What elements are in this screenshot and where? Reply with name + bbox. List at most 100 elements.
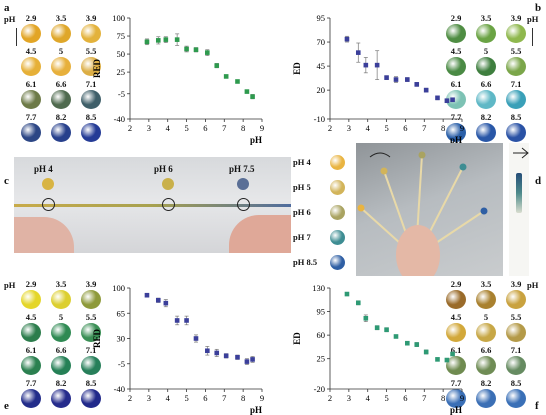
swatch-value: 7.7	[25, 112, 37, 122]
data-point	[244, 89, 250, 94]
swatch-color-dot	[506, 123, 526, 142]
swatch-f: 2.9	[446, 279, 466, 312]
y-tick-label: 50	[117, 49, 126, 59]
swatch-color-dot	[51, 356, 71, 375]
data-point	[163, 37, 169, 42]
x-tick-label: 7	[222, 393, 226, 403]
swatch-a: 6.6	[51, 79, 71, 112]
x-tick-label: 4	[366, 123, 371, 133]
swatch-e: 6.6	[51, 345, 71, 378]
data-point	[223, 353, 229, 359]
x-tick-label: 7	[422, 123, 426, 133]
swatch-color-dot	[51, 123, 71, 142]
swatch-color-dot	[51, 389, 71, 408]
x-tick-label: 5	[184, 393, 188, 403]
swatch-a: 8.5	[81, 112, 101, 145]
swatch-color-dot	[506, 323, 526, 342]
swatch-b: 7.7	[446, 112, 466, 145]
swatch-value: 5.5	[85, 312, 97, 322]
swatch-f: 4.5	[446, 312, 466, 345]
swatch-value: 3.9	[85, 13, 97, 23]
swatch-color-dot	[21, 57, 41, 76]
data-point	[405, 340, 410, 346]
swatch-value: 4.5	[25, 312, 37, 322]
y-tick-label: -10	[314, 114, 325, 124]
swatch-value: 6.1	[450, 345, 462, 355]
swatch-value: 7.7	[25, 378, 37, 388]
photo-d-legend-dot	[330, 205, 345, 220]
swatch-value: 8.2	[55, 378, 67, 388]
swatch-value: 6.6	[480, 79, 492, 89]
swatch-value: 7.1	[510, 345, 522, 355]
swatch-f: 8.5	[506, 378, 526, 411]
y-tick-label: 65	[117, 308, 126, 318]
data-point	[144, 39, 150, 45]
finger-right	[229, 215, 291, 253]
x-tick-label: 8	[241, 393, 245, 403]
swatch-value: 4.5	[25, 46, 37, 56]
data-point	[423, 349, 429, 355]
swatch-e: 2.9	[21, 279, 41, 312]
ph-arrow-a	[16, 28, 17, 46]
photo-d-legend-label: pH 8.5	[293, 257, 318, 267]
swatch-value: 3.5	[480, 279, 492, 289]
data-point	[444, 357, 450, 363]
swatch-color-dot	[476, 90, 496, 109]
swatch-color-dot	[51, 290, 71, 309]
swatch-value: 8.2	[55, 112, 67, 122]
swatch-color-dot	[81, 389, 101, 408]
data-point	[384, 75, 389, 80]
arrow-icon	[513, 147, 529, 159]
swatch-value: 6.1	[25, 79, 37, 89]
swatch-value: 8.5	[85, 112, 97, 122]
x-tick-label: 2	[128, 393, 132, 403]
data-point	[435, 95, 440, 101]
y-tick-label: 100	[112, 283, 125, 293]
data-point	[355, 50, 361, 55]
photo-d-legend-dot	[330, 230, 345, 245]
data-point	[223, 74, 229, 79]
swatch-ph-label-f: pH	[527, 280, 539, 290]
swatch-value: 4.5	[450, 312, 462, 322]
swatch-value: 5.5	[85, 46, 97, 56]
swatch-color-dot	[506, 389, 526, 408]
strip-line	[14, 204, 291, 207]
chart-e: 100 65 30 -5 -402 3 4 5 6 7 8 9 pH RED	[92, 283, 264, 415]
swatch-color-dot	[506, 57, 526, 76]
ph-arrow-b	[532, 28, 533, 46]
panel-label-d: d	[535, 175, 542, 187]
swatch-color-dot	[81, 290, 101, 309]
photo-fan-d	[356, 143, 503, 276]
x-tick-label: 4	[366, 393, 371, 403]
data-point	[205, 50, 210, 55]
photo-c-ring	[237, 198, 250, 211]
photo-c-ring	[42, 198, 55, 211]
data-point	[214, 350, 220, 356]
swatch-color-dot	[21, 123, 41, 142]
swatch-e: 8.5	[81, 378, 101, 411]
x-tick-label: 6	[403, 123, 407, 133]
swatch-b: 3.9	[506, 13, 526, 46]
swatch-ph-label-b: pH	[527, 14, 539, 24]
swatch-value: 8.2	[480, 378, 492, 388]
swatch-color-dot	[51, 57, 71, 76]
swatch-b: 8.5	[506, 112, 526, 145]
panel-label-c: c	[4, 175, 9, 187]
swatch-color-dot	[476, 123, 496, 142]
y-tick-label: -5	[118, 89, 125, 99]
swatch-e: 7.7	[21, 378, 41, 411]
swatch-value: 3.5	[480, 13, 492, 23]
swatch-a: 7.7	[21, 112, 41, 145]
swatch-value: 5	[58, 312, 64, 322]
y-tick-label: -40	[114, 384, 125, 394]
swatch-color-dot	[81, 323, 101, 342]
swatch-color-dot	[21, 323, 41, 342]
swatch-f: 5	[476, 312, 496, 345]
swatch-color-dot	[21, 90, 41, 109]
swatch-value: 5.5	[510, 46, 522, 56]
swatch-grid-e: 2.9 3.5 3.9 4.5 5 5.5 6.1 6.6 7.1 7.7 8.2 8.5	[21, 279, 101, 411]
data-point	[144, 292, 150, 298]
strip-dip	[516, 173, 522, 213]
y-tick-label: -5	[118, 359, 125, 369]
